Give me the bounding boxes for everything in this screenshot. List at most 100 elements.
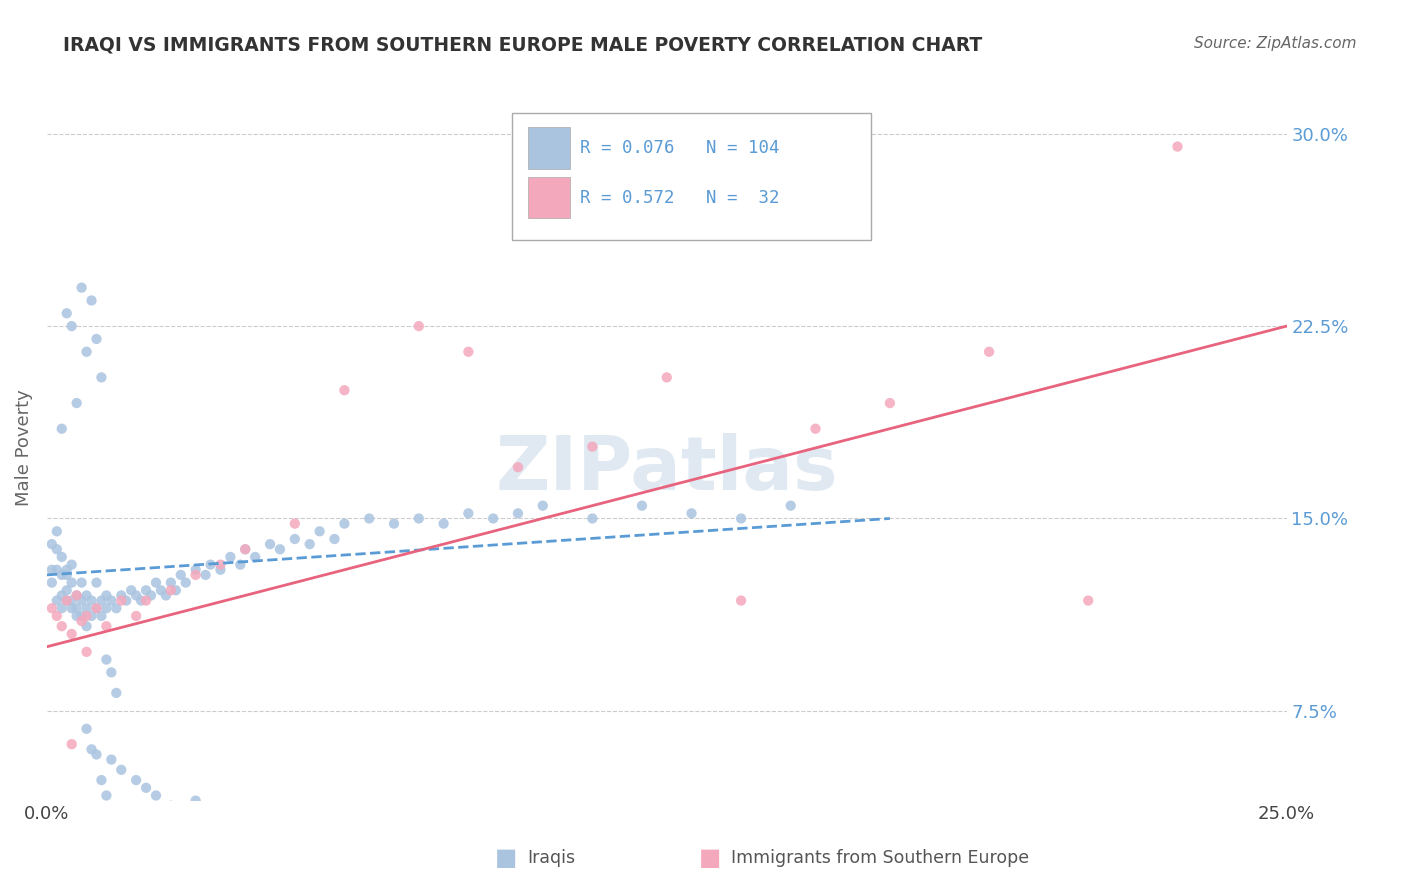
Text: ■: ■ [495,847,517,870]
Point [209,563,232,577]
FancyBboxPatch shape [527,177,569,219]
Point [110,763,132,777]
Point [184,563,207,577]
Y-axis label: Male Poverty: Male Poverty [15,390,32,507]
Point [160,583,183,598]
Point [76,344,98,359]
Point [76,601,98,615]
Point [70,614,93,628]
Point [100,665,122,680]
Point [110,589,132,603]
Point [259,537,281,551]
Point [60,593,83,607]
Point [80,593,103,607]
Point [41,537,63,551]
Point [233,542,256,557]
Point [86,332,108,346]
Point [977,344,1000,359]
Point [76,619,98,633]
Point [194,568,217,582]
Point [96,601,118,615]
Point [145,575,167,590]
Point [66,589,89,603]
Point [55,306,77,320]
Point [308,524,330,539]
Point [55,593,77,607]
Point [1166,139,1188,153]
Point [135,780,157,795]
Text: IRAQI VS IMMIGRANTS FROM SOUTHERN EUROPE MALE POVERTY CORRELATION CHART: IRAQI VS IMMIGRANTS FROM SOUTHERN EUROPE… [63,36,983,54]
Point [45,609,67,624]
Point [359,511,381,525]
Point [165,583,187,598]
Point [457,344,479,359]
Point [90,609,112,624]
Point [66,396,89,410]
Point [96,652,118,666]
Point [531,499,554,513]
Point [581,440,603,454]
Point [51,601,73,615]
FancyBboxPatch shape [527,128,569,169]
Point [96,789,118,803]
Point [139,589,162,603]
Point [96,619,118,633]
Point [90,370,112,384]
Text: Source: ZipAtlas.com: Source: ZipAtlas.com [1194,36,1357,51]
Point [80,742,103,756]
Point [408,319,430,334]
Point [55,563,77,577]
Point [284,516,307,531]
Point [80,293,103,308]
Point [45,563,67,577]
Point [160,575,183,590]
Point [70,593,93,607]
Point [41,575,63,590]
Point [160,798,183,813]
Point [70,575,93,590]
Point [432,516,454,531]
Point [506,507,529,521]
Point [86,747,108,762]
Text: Iraqis: Iraqis [527,849,575,867]
Point [66,601,89,615]
Point [681,507,703,521]
Point [219,549,242,564]
Point [145,789,167,803]
Point [100,753,122,767]
Point [51,619,73,633]
Text: Immigrants from Southern Europe: Immigrants from Southern Europe [731,849,1029,867]
Point [125,589,148,603]
Point [90,593,112,607]
Point [66,589,89,603]
FancyBboxPatch shape [512,113,872,240]
Point [323,532,346,546]
Point [333,516,356,531]
Point [170,568,193,582]
Point [730,593,752,607]
Point [174,575,197,590]
Point [408,511,430,525]
Point [76,645,98,659]
Point [135,593,157,607]
Point [45,542,67,557]
Point [125,609,148,624]
Point [60,737,83,751]
Point [66,609,89,624]
Point [76,609,98,624]
Point [110,593,132,607]
Point [129,593,152,607]
Point [120,583,142,598]
Point [41,563,63,577]
Point [779,499,801,513]
Text: ■: ■ [699,847,721,870]
Point [70,280,93,294]
Point [233,542,256,557]
Point [51,589,73,603]
Point [45,593,67,607]
Point [41,601,63,615]
Point [60,601,83,615]
Point [90,773,112,788]
Point [149,583,172,598]
Text: R = 0.076   N = 104: R = 0.076 N = 104 [579,139,779,157]
